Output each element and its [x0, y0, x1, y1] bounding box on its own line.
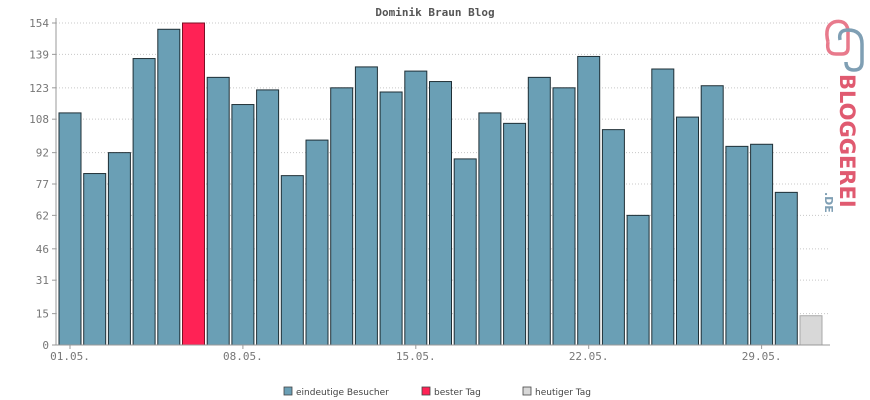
y-tick-label: 123: [29, 82, 49, 95]
bar: [453, 158, 477, 346]
y-tick-label: 46: [36, 243, 49, 256]
legend-swatch: [522, 386, 532, 396]
bar: [83, 173, 107, 346]
y-tick-label: 139: [29, 48, 49, 61]
y-tick-label: 154: [29, 17, 49, 30]
bar: [206, 76, 230, 346]
bar: [157, 28, 181, 346]
bar: [404, 70, 428, 346]
bar: [725, 145, 749, 346]
x-tick-label: 22.05.: [569, 350, 609, 363]
y-tick-label: 15: [36, 308, 49, 321]
legend-label: heutiger Tag: [535, 388, 591, 398]
legend-label: bester Tag: [434, 388, 481, 398]
bar: [577, 55, 601, 346]
bar: [700, 85, 724, 346]
logo-suffix: .DE: [822, 192, 835, 213]
chart-title: Dominik Braun Blog: [375, 6, 494, 19]
legend-label: eindeutige Besucher: [296, 388, 389, 398]
bar-best-day: [182, 22, 205, 346]
bloggerei-logo: BLOGGEREI .DE: [822, 19, 864, 213]
legend-swatch: [421, 386, 431, 396]
bar: [552, 87, 576, 346]
y-tick-label: 62: [36, 209, 49, 222]
bar: [503, 122, 527, 346]
bar: [379, 91, 403, 346]
bar: [354, 66, 378, 346]
bar: [601, 129, 625, 346]
y-tick-label: 108: [29, 113, 49, 126]
bar: [478, 112, 502, 346]
bar: [280, 175, 304, 346]
bar: [651, 68, 675, 346]
bar: [750, 143, 774, 346]
x-tick-label: 29.05.: [742, 350, 782, 363]
bar: [330, 87, 354, 346]
bar: [132, 58, 156, 346]
bar: [774, 191, 798, 346]
bar: [429, 81, 452, 346]
y-tick-label: 77: [36, 178, 49, 191]
y-tick-label: 0: [42, 339, 49, 352]
bar: [107, 152, 131, 346]
bar: [58, 112, 82, 346]
bar: [305, 139, 329, 346]
legend: eindeutige Besucher bester Tag heutiger Ta…: [283, 386, 591, 398]
y-axis-ticks: 0 15 31 46 62 77 92 108 123 139 154: [29, 17, 56, 352]
bar: [256, 89, 280, 346]
logo-mark-icon: [825, 19, 864, 72]
y-tick-label: 31: [36, 274, 49, 287]
x-axis-ticks: 01.05. 08.05. 15.05. 22.05. 29.05.: [50, 345, 781, 363]
bar: [231, 104, 255, 346]
x-tick-label: 01.05.: [50, 350, 90, 363]
bar-today: [799, 315, 823, 346]
bar: [676, 116, 699, 346]
bar: [626, 214, 650, 346]
y-tick-label: 92: [36, 147, 49, 160]
x-tick-label: 08.05.: [223, 350, 263, 363]
bars: [58, 22, 823, 346]
legend-swatch: [283, 386, 293, 396]
bar: [527, 76, 551, 346]
logo-text: BLOGGEREI: [835, 74, 859, 208]
x-tick-label: 15.05.: [396, 350, 436, 363]
